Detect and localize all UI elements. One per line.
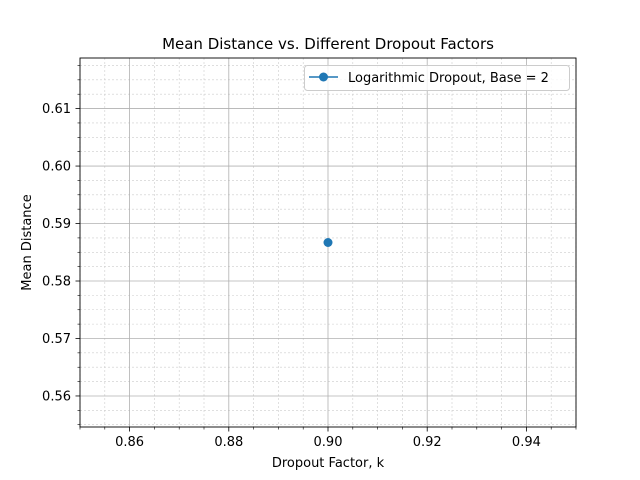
x-tick-label: 0.88 [214, 435, 243, 450]
axis-ticks [75, 65, 577, 432]
chart-title: Mean Distance vs. Different Dropout Fact… [162, 35, 494, 53]
y-axis-label: Mean Distance [20, 194, 35, 290]
y-tick-label: 0.56 [42, 389, 71, 404]
legend-entry-label: Logarithmic Dropout, Base = 2 [348, 71, 549, 86]
legend: Logarithmic Dropout, Base = 2 [304, 65, 570, 91]
x-tick-label: 0.92 [413, 435, 442, 450]
x-tick-label: 0.86 [115, 435, 144, 450]
x-tick-labels: 0.86 0.88 0.90 0.92 0.94 [115, 435, 541, 450]
series-layer [323, 238, 333, 247]
legend-marker-sample [319, 72, 328, 82]
x-axis-label: Dropout Factor, k [272, 456, 385, 471]
y-tick-label: 0.60 [42, 160, 71, 175]
y-tick-label: 0.61 [42, 102, 71, 117]
y-tick-label: 0.58 [42, 275, 71, 290]
x-tick-label: 0.90 [314, 435, 343, 450]
x-tick-label: 0.94 [512, 435, 541, 450]
y-tick-label: 0.59 [42, 217, 71, 232]
legend-box [304, 65, 570, 91]
y-tick-labels: 0.56 0.57 0.58 0.59 0.60 0.61 [42, 102, 71, 404]
y-tick-label: 0.57 [42, 332, 71, 347]
data-point [323, 238, 333, 247]
